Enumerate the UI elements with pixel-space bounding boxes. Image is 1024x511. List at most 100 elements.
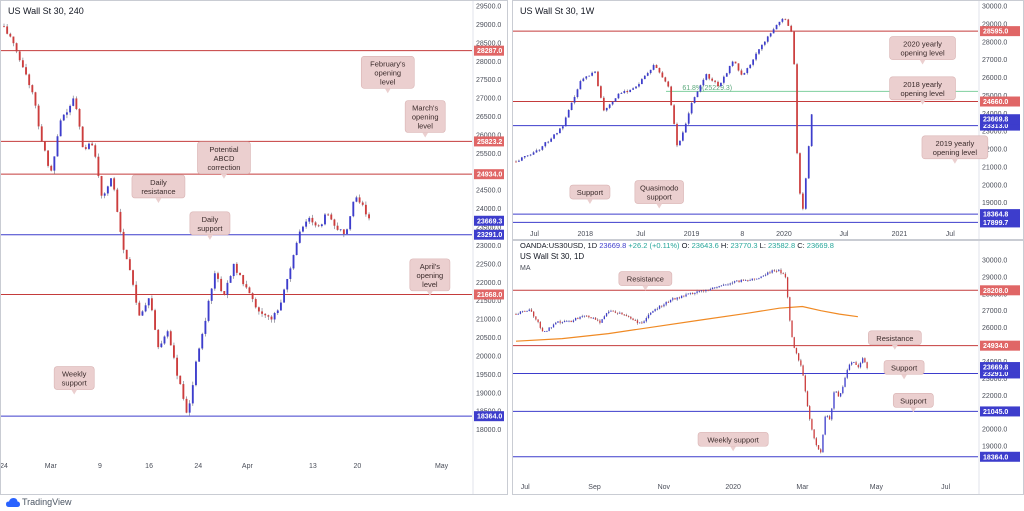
candle-down <box>317 225 320 227</box>
current-price-tag <box>980 362 1020 373</box>
candle-up <box>573 97 576 103</box>
candle-down <box>626 91 629 93</box>
annotation-box <box>618 271 673 286</box>
weekly-chart-panel[interactable]: 18000.019000.020000.021000.022000.023000… <box>512 0 1024 240</box>
tradingview-cloud-icon[interactable] <box>6 497 20 509</box>
candle-up <box>283 289 286 303</box>
candle-up <box>541 146 544 150</box>
h4-chart-panel[interactable]: 18000.018500.019000.019500.020000.020500… <box>0 0 508 495</box>
daily-chart[interactable]: 19000.020000.021000.022000.023000.024000… <box>512 240 1024 495</box>
candle-down <box>128 259 131 271</box>
annotation-text: ABCD <box>214 154 235 163</box>
candle-down <box>257 307 260 312</box>
candle-up <box>72 98 75 106</box>
candle-up <box>553 134 555 139</box>
candle-down <box>661 72 664 78</box>
chart-title: US Wall St 30, 1D <box>520 252 584 261</box>
candle-up <box>605 107 608 111</box>
candle-up <box>623 91 626 93</box>
candle-down <box>784 18 787 20</box>
candle-down <box>154 310 156 330</box>
candle-up <box>722 76 725 83</box>
candle-up <box>548 327 550 331</box>
candle-up <box>103 193 106 196</box>
level-price-text: 21045.0 <box>983 409 1008 416</box>
candle-down <box>239 272 241 276</box>
candle-down <box>614 311 617 313</box>
moving-average-line <box>515 305 858 342</box>
time-tick-label: 16 <box>145 463 153 470</box>
candle-down <box>634 320 636 321</box>
candle-down <box>775 270 778 272</box>
annotation-text: level <box>417 122 433 131</box>
candle-up <box>276 310 279 314</box>
time-tick-label: Mar <box>796 484 809 491</box>
annotation-pointer <box>422 132 429 138</box>
weekly-chart[interactable]: 18000.019000.020000.021000.022000.023000… <box>512 0 1024 240</box>
level-price-text: 23313.0 <box>983 123 1008 130</box>
candle-up <box>835 391 837 393</box>
candle-down <box>3 26 5 28</box>
candle-down <box>537 319 539 322</box>
annotation-text: Resistance <box>876 334 913 343</box>
candle-up <box>572 320 575 323</box>
candle-down <box>707 289 709 291</box>
candle-up <box>676 297 678 300</box>
candle-up <box>699 85 702 92</box>
candle-up <box>771 270 773 273</box>
candle-up <box>191 385 194 404</box>
candle-up <box>652 65 655 70</box>
level-price-tag <box>474 229 504 240</box>
price-tick-label: 27000.0 <box>982 308 1007 315</box>
candle-down <box>632 318 634 321</box>
price-tick-label: 23000.0 <box>982 129 1007 136</box>
price-tick-label: 25000.0 <box>982 93 1007 100</box>
candle-down <box>125 249 128 260</box>
candle-up <box>302 226 304 232</box>
candle-up <box>538 149 541 151</box>
price-tick-label: 29000.0 <box>476 22 501 29</box>
candle-down <box>248 287 251 294</box>
candle-up <box>745 280 747 281</box>
h4-chart[interactable]: 18000.018500.019000.019500.020000.020500… <box>0 0 508 495</box>
candle-up <box>62 114 65 121</box>
candle-down <box>630 316 632 319</box>
candle-up <box>772 29 775 34</box>
price-tick-label: 22000.0 <box>982 393 1007 400</box>
chart-title: US Wall St 30, 240 <box>8 6 84 16</box>
candle-up <box>758 49 760 54</box>
candle-up <box>546 330 548 332</box>
candle-down <box>37 105 40 127</box>
candle-up <box>608 311 610 314</box>
time-tick-label: May <box>435 463 449 470</box>
level-price-tag <box>980 217 1020 228</box>
candle-down <box>6 26 9 34</box>
candle-up <box>844 377 846 387</box>
candle-up <box>762 275 764 277</box>
annotation-callout: Support <box>569 184 611 205</box>
tradingview-brand[interactable]: TradingView <box>22 497 72 507</box>
candle-up <box>532 152 535 155</box>
candle-down <box>734 61 737 64</box>
candle-down <box>667 81 670 87</box>
candle-up <box>210 288 213 301</box>
candle-down <box>541 327 544 332</box>
time-tick-label: 13 <box>309 463 317 470</box>
candle-down <box>43 141 46 151</box>
candle-up <box>188 403 191 413</box>
candle-up <box>147 298 150 306</box>
daily-chart-panel[interactable]: 19000.020000.021000.022000.023000.024000… <box>512 240 1024 495</box>
candle-up <box>521 310 524 312</box>
candle-down <box>784 273 787 278</box>
candle-down <box>658 67 661 73</box>
candle-up <box>298 231 301 243</box>
candle-down <box>264 313 267 316</box>
candle-up <box>529 154 532 156</box>
candle-up <box>605 313 608 317</box>
price-tick-label: 21000.0 <box>476 317 501 324</box>
candle-up <box>729 283 731 285</box>
candle-down <box>172 345 175 358</box>
